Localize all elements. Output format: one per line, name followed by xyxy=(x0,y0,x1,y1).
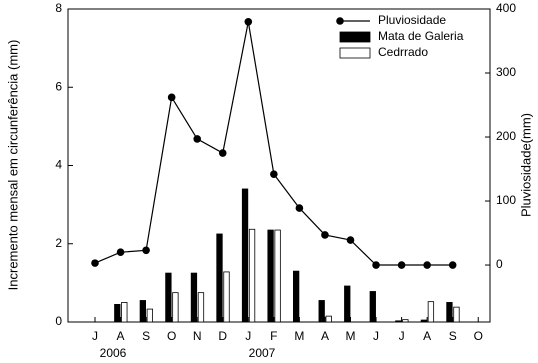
y2-tick-label: 100 xyxy=(496,193,516,207)
bar xyxy=(121,302,128,323)
legend-swatch xyxy=(339,47,371,59)
line-marker xyxy=(321,231,329,239)
bar xyxy=(267,229,274,323)
line-marker xyxy=(244,18,253,26)
legend-label: Cedrrado xyxy=(378,45,428,59)
y2-tick-label: 0 xyxy=(496,257,503,271)
bar xyxy=(248,228,256,323)
legend-label: Pluviosidade xyxy=(378,13,446,27)
line-marker xyxy=(372,261,380,269)
bar xyxy=(241,188,249,323)
line-marker xyxy=(346,236,355,244)
bar xyxy=(453,306,460,323)
y-axis-label: Incremento mensal em circunferência (mm) xyxy=(5,40,20,291)
bar xyxy=(146,308,154,323)
bar xyxy=(114,303,121,323)
x-tick-label: F xyxy=(270,329,277,343)
x-tick-label: O xyxy=(474,329,483,343)
y-tick-label: 4 xyxy=(55,158,62,172)
bar xyxy=(420,319,428,323)
x-tick-label: M xyxy=(294,329,304,343)
y2-tick-label: 300 xyxy=(496,65,516,79)
y2-axis-label: Pluviosidade(mm) xyxy=(518,113,533,217)
y-tick-label: 0 xyxy=(55,314,62,328)
year-label: 2007 xyxy=(249,346,276,360)
x-tick-label: S xyxy=(142,329,150,343)
x-tick-label: A xyxy=(321,329,329,343)
bar xyxy=(292,270,300,323)
bar xyxy=(197,292,205,323)
bar xyxy=(165,272,172,323)
bar xyxy=(446,302,453,323)
x-tick-label: J xyxy=(399,329,405,343)
legend-marker xyxy=(336,17,344,25)
y-tick-label: 2 xyxy=(55,236,62,250)
legend-label: Mata de Galeria xyxy=(378,29,464,43)
line-marker xyxy=(218,149,227,157)
y2-tick-label: 400 xyxy=(496,1,516,15)
x-tick-label: A xyxy=(423,329,431,343)
y2-tick-label: 200 xyxy=(496,129,516,143)
bar xyxy=(402,319,409,323)
line-marker xyxy=(295,204,304,212)
line-marker xyxy=(397,261,406,269)
y-tick-label: 8 xyxy=(55,1,62,15)
bar xyxy=(395,320,402,323)
x-tick-label: J xyxy=(373,329,379,343)
x-tick-label: A xyxy=(117,329,125,343)
x-tick-label: J xyxy=(245,329,251,343)
line-marker xyxy=(142,246,150,255)
line-marker xyxy=(193,135,201,143)
bar xyxy=(216,233,223,323)
bar xyxy=(325,315,332,323)
bar xyxy=(139,300,147,323)
x-tick-label: N xyxy=(193,329,202,343)
line-marker xyxy=(423,261,431,269)
x-tick-label: J xyxy=(92,329,98,343)
bar xyxy=(369,291,376,323)
bar xyxy=(318,300,325,323)
line-marker xyxy=(167,93,176,102)
bar xyxy=(344,285,351,323)
bar xyxy=(190,272,198,323)
x-tick-label: D xyxy=(218,329,227,343)
legend-swatch xyxy=(339,31,371,43)
bar xyxy=(223,271,230,323)
bar xyxy=(172,292,179,323)
bar xyxy=(427,301,435,323)
line-marker xyxy=(91,259,99,267)
x-tick-label: M xyxy=(346,329,356,343)
line-marker xyxy=(116,248,125,257)
x-tick-label: S xyxy=(449,329,457,343)
bar xyxy=(274,229,281,323)
line-marker xyxy=(448,261,457,269)
year-label: 2006 xyxy=(100,346,127,360)
x-tick-label: O xyxy=(167,329,176,343)
line-marker xyxy=(270,170,278,178)
y-tick-label: 6 xyxy=(55,79,62,93)
